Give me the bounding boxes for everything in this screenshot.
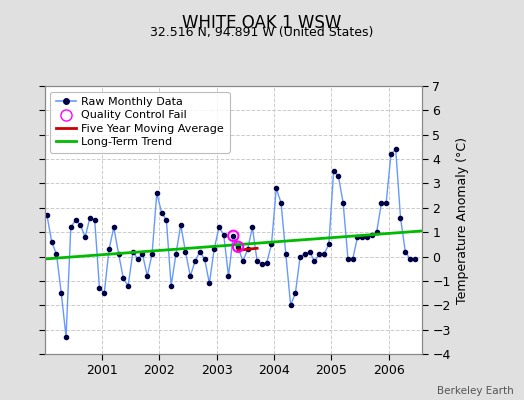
- Point: [358, 234, 366, 240]
- Point: [363, 234, 372, 240]
- Point: [181, 248, 190, 255]
- Point: [191, 258, 199, 265]
- Point: [368, 232, 376, 238]
- Point: [339, 200, 347, 206]
- Point: [143, 273, 151, 279]
- Point: [71, 217, 80, 223]
- Point: [411, 256, 419, 262]
- Point: [396, 214, 405, 221]
- Point: [315, 251, 323, 257]
- Point: [152, 190, 161, 196]
- Point: [320, 251, 328, 257]
- Point: [124, 282, 133, 289]
- Point: [301, 251, 309, 257]
- Point: [287, 302, 295, 308]
- Point: [229, 233, 237, 239]
- Point: [229, 233, 237, 239]
- Point: [401, 248, 409, 255]
- Point: [244, 246, 252, 252]
- Point: [277, 200, 285, 206]
- Point: [129, 248, 137, 255]
- Point: [177, 222, 185, 228]
- Point: [95, 285, 104, 292]
- Point: [86, 214, 94, 221]
- Point: [305, 248, 314, 255]
- Legend: Raw Monthly Data, Quality Control Fail, Five Year Moving Average, Long-Term Tren: Raw Monthly Data, Quality Control Fail, …: [50, 92, 230, 153]
- Point: [110, 224, 118, 230]
- Point: [272, 185, 280, 192]
- Point: [406, 256, 414, 262]
- Point: [310, 258, 319, 265]
- Point: [195, 248, 204, 255]
- Text: Berkeley Earth: Berkeley Earth: [437, 386, 514, 396]
- Point: [330, 168, 338, 174]
- Text: WHITE OAK 1 WSW: WHITE OAK 1 WSW: [182, 14, 342, 32]
- Point: [100, 290, 108, 296]
- Point: [105, 246, 113, 252]
- Point: [119, 275, 127, 282]
- Point: [348, 256, 357, 262]
- Point: [382, 200, 390, 206]
- Point: [238, 258, 247, 265]
- Point: [57, 290, 66, 296]
- Point: [167, 282, 176, 289]
- Point: [91, 217, 99, 223]
- Point: [215, 224, 223, 230]
- Point: [201, 256, 209, 262]
- Point: [258, 261, 266, 267]
- Point: [76, 222, 84, 228]
- Point: [334, 173, 343, 179]
- Point: [134, 256, 142, 262]
- Point: [391, 146, 400, 152]
- Y-axis label: Temperature Anomaly (°C): Temperature Anomaly (°C): [456, 136, 469, 304]
- Point: [138, 251, 147, 257]
- Point: [281, 251, 290, 257]
- Point: [52, 251, 61, 257]
- Point: [253, 258, 261, 265]
- Point: [291, 290, 300, 296]
- Point: [48, 239, 56, 245]
- Point: [325, 241, 333, 248]
- Point: [234, 244, 242, 250]
- Point: [344, 256, 352, 262]
- Point: [296, 253, 304, 260]
- Point: [148, 251, 156, 257]
- Point: [267, 241, 276, 248]
- Point: [205, 280, 214, 286]
- Point: [157, 210, 166, 216]
- Point: [373, 229, 381, 235]
- Point: [81, 234, 89, 240]
- Point: [62, 334, 70, 340]
- Point: [263, 260, 271, 266]
- Text: 32.516 N, 94.891 W (United States): 32.516 N, 94.891 W (United States): [150, 26, 374, 39]
- Point: [353, 234, 362, 240]
- Point: [162, 217, 171, 223]
- Point: [172, 251, 180, 257]
- Point: [234, 244, 242, 250]
- Point: [387, 151, 395, 158]
- Point: [248, 224, 257, 230]
- Point: [114, 251, 123, 257]
- Point: [377, 200, 386, 206]
- Point: [43, 212, 51, 218]
- Point: [186, 273, 194, 279]
- Point: [220, 232, 228, 238]
- Point: [67, 224, 75, 230]
- Point: [224, 273, 233, 279]
- Point: [210, 246, 219, 252]
